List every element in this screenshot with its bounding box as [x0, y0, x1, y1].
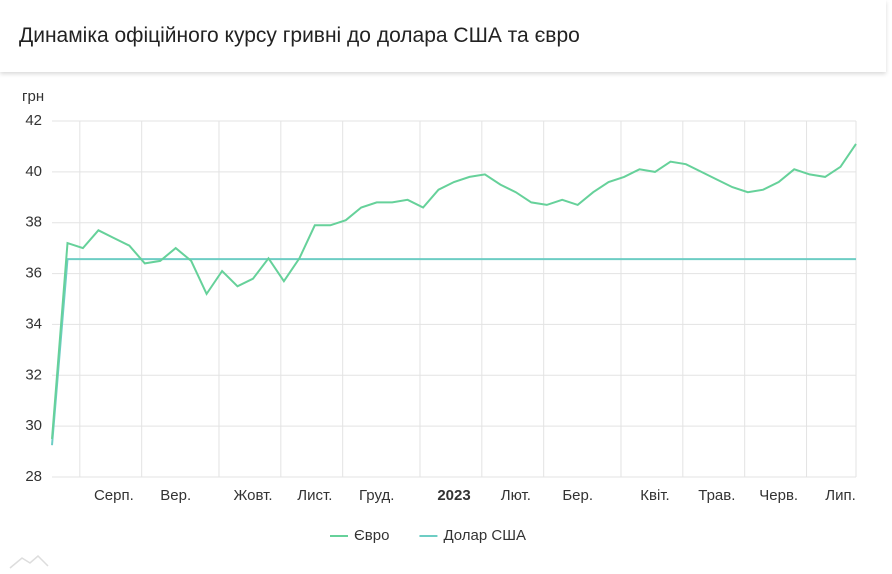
legend-label: Євро	[354, 527, 389, 544]
x-tick-label: Груд.	[359, 487, 394, 504]
x-tick-label: Черв.	[759, 487, 798, 504]
series-line	[51, 143, 857, 439]
y-tick-label: 30	[25, 417, 42, 434]
series-line	[51, 258, 856, 446]
y-tick-label: 34	[25, 315, 42, 332]
x-tick-label: Квіт.	[640, 487, 669, 504]
logo	[9, 554, 49, 569]
y-tick-label: 42	[25, 112, 42, 129]
y-tick-label: 32	[25, 366, 42, 383]
y-axis-label: грн	[22, 88, 44, 105]
x-tick-label: Лип.	[825, 487, 856, 504]
x-tick-label: Жовт.	[233, 487, 272, 504]
header: Динаміка офіційного курсу гривні до дола…	[0, 0, 886, 72]
x-tick-label: Лист.	[297, 487, 332, 504]
chart-title: Динаміка офіційного курсу гривні до дола…	[19, 24, 580, 47]
x-tick-label: Бер.	[562, 487, 593, 504]
x-tick-label: 2023	[437, 487, 470, 504]
x-tick-label: Вер.	[160, 487, 191, 504]
x-tick-label: Трав.	[698, 487, 735, 504]
y-tick-label: 40	[25, 163, 42, 180]
y-tick-label: 28	[25, 468, 42, 485]
x-tick-label: Лют.	[501, 487, 531, 504]
y-tick-label: 36	[25, 265, 42, 282]
y-tick-label: 38	[25, 214, 42, 231]
legend-label: Долар США	[443, 527, 526, 544]
x-tick-label: Серп.	[94, 487, 134, 504]
